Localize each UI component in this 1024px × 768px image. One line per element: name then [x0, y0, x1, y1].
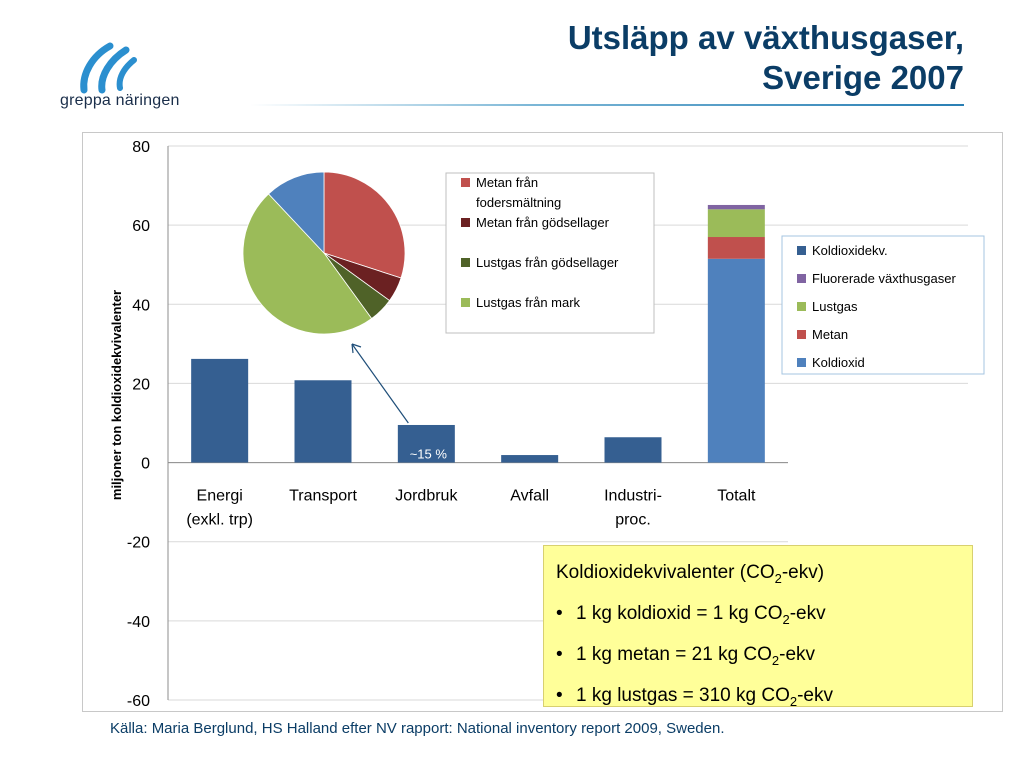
y-tick-label: 0 [141, 456, 150, 473]
stacked-bar-segment [707, 209, 765, 238]
legend-swatch [797, 302, 806, 311]
annotation-label: ~15 % [410, 447, 448, 462]
stacked-bar-segment [707, 204, 765, 210]
stacked-bar-segment [707, 237, 765, 259]
x-tick-label: (exkl. trp) [186, 512, 253, 529]
title-line-1: Utsläpp av växthusgaser, [567, 19, 964, 56]
bar [294, 380, 352, 463]
stacked-bar-segment [707, 258, 765, 463]
info-heading: Koldioxidekvivalenter (CO2-ekv) [556, 562, 825, 586]
y-tick-label: 60 [132, 218, 150, 235]
chart-mask [788, 398, 1002, 546]
legend-label: Koldioxid [812, 355, 865, 370]
co2-equivalents-box: Koldioxidekvivalenter (CO2-ekv) • 1 kg ko… [543, 545, 973, 709]
title-line-2: Sverige 2007 [762, 59, 964, 96]
legend-swatch [797, 274, 806, 283]
bar [604, 437, 662, 463]
pie-legend-box [445, 172, 655, 334]
legend-label: Lustgas [812, 299, 858, 314]
legend-label: Fluorerade växthusgaser [812, 271, 956, 286]
legend-label: Metan från [476, 175, 538, 190]
y-tick-label: -60 [127, 693, 150, 710]
source-note: Källa: Maria Berglund, HS Halland efter … [110, 720, 725, 737]
legend-swatch [461, 218, 470, 227]
bar-legend-box [781, 235, 985, 375]
legend-label: Lustgas från mark [476, 295, 581, 310]
x-tick-label: Industri- [604, 488, 662, 505]
y-tick-label: 80 [132, 139, 150, 156]
x-tick-label: Avfall [510, 488, 549, 505]
legend-swatch [461, 178, 470, 187]
info-item: • 1 kg lustgas = 310 kg CO2-ekv [556, 685, 834, 709]
page-title: Utsläpp av växthusgaser, Sverige 2007 [568, 18, 964, 98]
logo-text: greppa näringen [60, 92, 180, 109]
legend-label: Metan från gödsellager [476, 215, 610, 230]
y-tick-label: 20 [132, 376, 150, 393]
legend-swatch [797, 330, 806, 339]
title-divider [250, 104, 964, 106]
annotation-arrow [351, 343, 409, 424]
x-tick-label: Transport [289, 488, 357, 505]
arrow-head [351, 343, 362, 354]
x-tick-label: proc. [615, 512, 651, 529]
pie-slice [267, 171, 325, 255]
legend-swatch [797, 358, 806, 367]
legend-label: Lustgas från gödsellager [476, 255, 619, 270]
legend-swatch [797, 246, 806, 255]
legend-label: Metan [812, 327, 848, 342]
x-tick-label: Jordbruk [395, 488, 458, 505]
y-tick-label: -20 [127, 535, 150, 552]
info-item: • 1 kg metan = 21 kg CO2-ekv [556, 644, 816, 668]
legend-swatch [461, 258, 470, 267]
legend-label: fodersmältning [476, 195, 561, 210]
x-tick-label: Totalt [717, 488, 756, 505]
legend-swatch [461, 298, 470, 307]
bar [191, 358, 249, 463]
info-item: • 1 kg koldioxid = 1 kg CO2-ekv [556, 603, 826, 627]
pie-slice [323, 171, 406, 279]
y-axis-label: miljoner ton koldioxidekvivalenter [109, 290, 124, 500]
y-tick-label: 40 [132, 297, 150, 314]
y-tick-label: -40 [127, 614, 150, 631]
bar [501, 455, 559, 463]
bar [397, 424, 455, 463]
greppa-logo-icon [80, 42, 137, 94]
x-tick-label: Energi [197, 488, 243, 505]
legend-label: Koldioxidekv. [812, 243, 888, 258]
pie-slice [242, 193, 373, 335]
